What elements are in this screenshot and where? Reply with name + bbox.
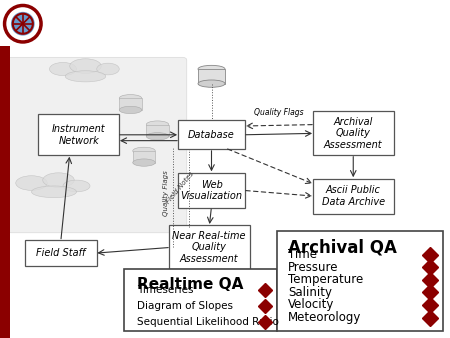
FancyBboxPatch shape bbox=[178, 120, 245, 149]
Text: Archival
Quality
Assessment: Archival Quality Assessment bbox=[324, 117, 382, 150]
Ellipse shape bbox=[133, 159, 155, 166]
Text: Database: Database bbox=[188, 130, 235, 140]
Bar bbox=[146, 125, 169, 136]
Ellipse shape bbox=[97, 63, 119, 75]
Text: Instrument
Network: Instrument Network bbox=[52, 124, 106, 146]
Ellipse shape bbox=[198, 65, 225, 73]
Ellipse shape bbox=[43, 173, 74, 188]
Text: Velocity: Velocity bbox=[288, 298, 334, 311]
Ellipse shape bbox=[16, 176, 47, 190]
Text: Field Staff: Field Staff bbox=[36, 248, 86, 258]
Text: Field Notes: Field Notes bbox=[165, 170, 195, 204]
FancyBboxPatch shape bbox=[38, 114, 119, 155]
Text: Quality Assurance Procedures for CORIE Data: Quality Assurance Procedures for CORIE D… bbox=[22, 14, 450, 32]
Text: Near Real-time
Quality
Assessment: Near Real-time Quality Assessment bbox=[172, 231, 246, 264]
FancyBboxPatch shape bbox=[169, 225, 250, 269]
Text: Diagram of Slopes: Diagram of Slopes bbox=[137, 301, 233, 311]
Ellipse shape bbox=[70, 59, 101, 73]
Text: Quality Flags: Quality Flags bbox=[162, 170, 169, 216]
Circle shape bbox=[11, 12, 35, 35]
Ellipse shape bbox=[119, 95, 142, 102]
FancyBboxPatch shape bbox=[277, 231, 443, 331]
Text: Time: Time bbox=[288, 248, 317, 261]
Text: Meteorology: Meteorology bbox=[288, 311, 361, 324]
Bar bbox=[198, 69, 225, 83]
Text: Pressure: Pressure bbox=[288, 261, 338, 274]
Text: Timeseries: Timeseries bbox=[137, 285, 194, 295]
Text: Quality Flags: Quality Flags bbox=[254, 108, 304, 117]
Ellipse shape bbox=[146, 132, 169, 140]
Ellipse shape bbox=[63, 180, 90, 192]
FancyBboxPatch shape bbox=[313, 179, 394, 214]
Ellipse shape bbox=[146, 121, 169, 128]
Bar bbox=[0, 46, 10, 338]
FancyBboxPatch shape bbox=[25, 240, 97, 266]
Text: Salinity: Salinity bbox=[288, 286, 332, 299]
Text: Sequential Likelihood Ratio: Sequential Likelihood Ratio bbox=[137, 317, 279, 327]
FancyBboxPatch shape bbox=[124, 269, 277, 331]
Ellipse shape bbox=[32, 186, 76, 198]
Ellipse shape bbox=[133, 147, 155, 154]
Text: Archival QA: Archival QA bbox=[288, 239, 397, 257]
Text: Web
Visualization: Web Visualization bbox=[180, 179, 243, 201]
Text: Ascii Public
Data Archive: Ascii Public Data Archive bbox=[322, 186, 385, 207]
Bar bbox=[119, 98, 142, 110]
FancyBboxPatch shape bbox=[313, 112, 394, 155]
Ellipse shape bbox=[65, 71, 106, 82]
Ellipse shape bbox=[50, 63, 76, 76]
FancyBboxPatch shape bbox=[7, 57, 187, 233]
Bar bbox=[133, 151, 155, 163]
Ellipse shape bbox=[198, 80, 225, 87]
FancyBboxPatch shape bbox=[178, 173, 245, 208]
Ellipse shape bbox=[119, 106, 142, 114]
Text: Realtime QA: Realtime QA bbox=[137, 276, 243, 292]
Text: Temperature: Temperature bbox=[288, 273, 363, 286]
